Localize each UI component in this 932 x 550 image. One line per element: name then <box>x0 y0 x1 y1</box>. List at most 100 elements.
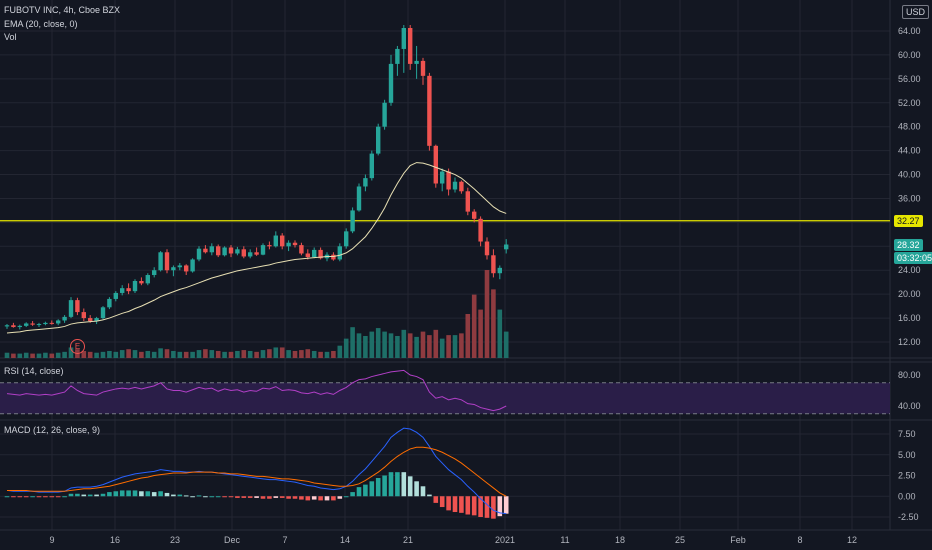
candle-body <box>158 252 163 271</box>
ema-line <box>6 162 507 334</box>
macd-histogram-bar <box>145 491 151 497</box>
volume-bar <box>151 351 157 358</box>
currency-badge[interactable]: USD <box>902 5 930 19</box>
macd-histogram-bar <box>62 496 67 498</box>
candle-body <box>209 246 214 253</box>
candle-body <box>478 218 483 242</box>
macd-histogram-bar <box>151 492 157 497</box>
candle-body <box>337 246 342 260</box>
macd-histogram-bar <box>17 496 23 498</box>
macd-histogram-bar <box>375 477 381 497</box>
x-tick-label: 25 <box>675 535 685 545</box>
volume-bar <box>427 335 432 358</box>
earnings-marker[interactable]: E <box>70 339 85 354</box>
volume-bar <box>62 351 67 358</box>
macd-histogram-bar <box>171 494 176 497</box>
macd-histogram-bar <box>30 496 35 498</box>
volume-bar <box>100 351 106 358</box>
macd-tick-label: 7.50 <box>898 429 916 439</box>
candle-body <box>312 249 317 258</box>
macd-histogram-bar <box>363 484 368 497</box>
hline-price-tag: 32.27 <box>894 215 923 227</box>
ema-legend[interactable]: EMA (20, close, 0) <box>4 19 78 29</box>
candle-body <box>248 252 253 257</box>
candle-body <box>414 60 419 64</box>
candle-body <box>440 171 445 184</box>
volume-bar <box>491 289 496 358</box>
candle-body <box>433 145 438 184</box>
volume-bar <box>273 347 279 358</box>
volume-bar <box>363 336 368 358</box>
candle-body <box>241 249 246 257</box>
price-pane <box>0 25 890 358</box>
macd-histogram-bar <box>369 481 375 497</box>
candle-body <box>388 63 394 103</box>
macd-histogram-bar <box>401 472 407 497</box>
x-tick-label: 23 <box>170 535 180 545</box>
volume-bar <box>446 335 451 358</box>
volume-bar <box>55 352 61 358</box>
candle-body <box>4 325 10 327</box>
candle-body <box>24 323 29 326</box>
volume-bar <box>324 351 330 358</box>
volume-bar <box>158 348 163 358</box>
volume-bar <box>369 331 375 358</box>
macd-histogram-bar <box>119 490 125 497</box>
candle-body <box>164 252 170 271</box>
x-tick-label: 11 <box>560 535 569 545</box>
macd-histogram-bar <box>318 496 323 501</box>
macd-histogram-bar <box>222 496 227 498</box>
macd-histogram-bar <box>164 492 170 497</box>
earnings-marker-label: E <box>74 342 81 351</box>
macd-histogram-bar <box>446 496 451 511</box>
rsi-pane <box>0 369 890 415</box>
macd-histogram-bar <box>305 496 311 501</box>
macd-histogram-bar <box>407 476 413 497</box>
volume-bar <box>497 309 503 358</box>
macd-histogram-bar <box>75 493 80 497</box>
candle-body <box>36 324 42 326</box>
volume-bar <box>356 333 362 358</box>
volume-bar <box>407 333 413 358</box>
macd-tick-label: -2.50 <box>898 512 919 522</box>
candle-body <box>43 322 48 325</box>
volume-bar <box>337 345 343 358</box>
price-tick-label: 36.00 <box>898 193 921 203</box>
volume-bar <box>107 350 112 358</box>
volume-bar <box>343 338 349 358</box>
macd-histogram-bar <box>113 491 119 497</box>
candle-body <box>190 259 195 272</box>
volume-bar <box>49 353 55 358</box>
candle-body <box>222 247 227 256</box>
volume-bar <box>126 349 131 358</box>
macd-histogram-bar <box>132 490 138 497</box>
symbol-legend[interactable]: FUBOTV INC, 4h, Cboe BZX <box>4 5 121 15</box>
volume-bar <box>503 331 509 358</box>
candle-body <box>344 231 349 247</box>
volume-bar <box>190 351 195 358</box>
candle-body <box>126 288 131 292</box>
vol-legend[interactable]: Vol <box>4 32 17 42</box>
macd-histogram-bar <box>324 496 330 501</box>
candle-body <box>305 253 310 258</box>
macd-legend[interactable]: MACD (12, 26, close, 9) <box>4 425 101 435</box>
candle-body <box>171 267 176 271</box>
candle-body <box>497 267 502 274</box>
price-tick-label: 24.00 <box>898 265 921 275</box>
signal-line <box>7 446 507 497</box>
volume-bar <box>465 314 471 358</box>
countdown-tag: 03:32:05 <box>894 252 932 264</box>
candle-body <box>203 248 208 253</box>
macd-histogram-bar <box>203 496 208 498</box>
rsi-legend[interactable]: RSI (14, close) <box>4 366 64 376</box>
candle-body <box>369 153 374 179</box>
candle-body <box>235 249 240 254</box>
volume-bar <box>452 335 458 358</box>
volume-bar <box>375 328 381 358</box>
price-tick-label: 20.00 <box>898 289 921 299</box>
macd-pane <box>4 427 509 519</box>
volume-bar <box>17 353 23 358</box>
macd-histogram-bar <box>68 493 74 497</box>
volume-bar <box>247 350 253 358</box>
